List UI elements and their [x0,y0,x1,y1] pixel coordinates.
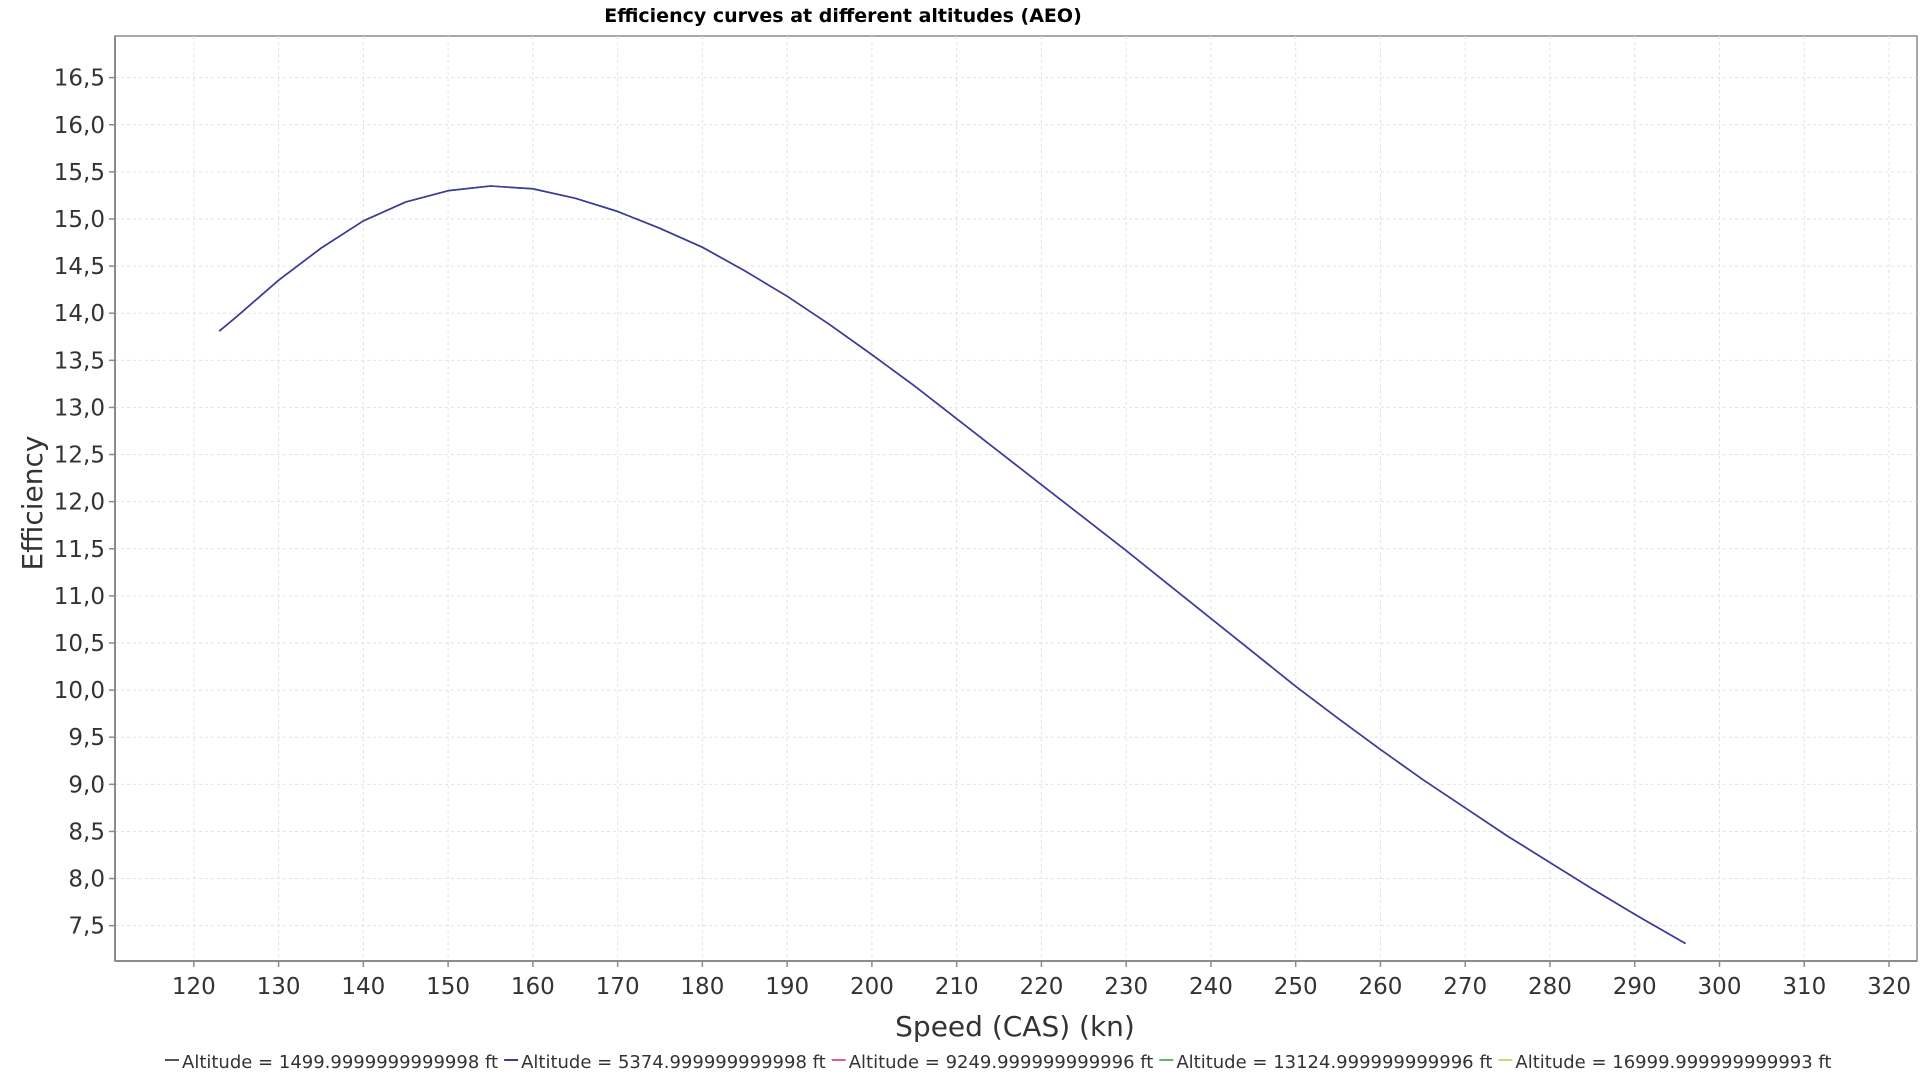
y-tick-label: 16,5 [54,66,105,92]
x-tick-label: 290 [1613,974,1657,1000]
x-tick-label: 170 [596,974,640,1000]
y-tick-label: 10,0 [54,678,105,704]
x-tick-label: 120 [172,974,216,1000]
y-tick-label: 12,0 [54,490,105,516]
x-tick-label: 180 [680,974,724,1000]
x-tick-label: 280 [1528,974,1572,1000]
x-tick-label: 220 [1019,974,1063,1000]
legend: Altitude = 1499.9999999999998 ft Altitude… [165,1052,1831,1073]
x-tick-label: 270 [1443,974,1487,1000]
y-tick-label: 14,5 [54,254,105,280]
legend-label-1: Altitude = 1499.9999999999998 ft [182,1052,498,1073]
x-tick-label: 230 [1104,974,1148,1000]
y-tick-label: 8,0 [68,867,105,893]
x-axis-label: Speed (CAS) (kn) [895,1010,1135,1043]
y-tick-label: 11,5 [54,537,105,563]
x-tick-label: 210 [935,974,979,1000]
x-tick-label: 150 [426,974,470,1000]
chart-title: Efficiency curves at different altitudes… [604,5,1082,27]
y-tick-label: 10,5 [54,631,105,657]
x-tick-label: 260 [1359,974,1403,1000]
x-tick-label: 310 [1782,974,1826,1000]
y-tick-label: 11,0 [54,584,105,610]
legend-label-4: Altitude = 13124.999999999996 ft [1176,1052,1492,1073]
y-tick-label: 13,5 [54,348,105,374]
x-tick-label: 130 [257,974,301,1000]
y-tick-label: 8,5 [68,819,105,845]
x-tick-label: 240 [1189,974,1233,1000]
y-tick-label: 12,5 [54,443,105,469]
y-tick-label: 9,0 [68,772,105,798]
series-line-2 [218,185,1686,945]
y-tick-label: 15,5 [54,160,105,186]
legend-label-3: Altitude = 9249.999999999996 ft [849,1052,1154,1073]
y-tick-label: 16,0 [54,113,105,139]
x-tick-label: 250 [1274,974,1318,1000]
x-tick-label: 320 [1867,974,1911,1000]
legend-label-2: Altitude = 5374.999999999998 ft [521,1052,826,1073]
x-tick-label: 140 [341,974,385,1000]
x-tick-label: 200 [850,974,894,1000]
plot-area-frame [114,35,1918,962]
y-tick-label: 15,0 [54,207,105,233]
x-tick-label: 190 [765,974,809,1000]
y-tick-label: 14,0 [54,301,105,327]
legend-label-5: Altitude = 16999.999999999993 ft [1515,1052,1831,1073]
plot-layer: 120 130 140 150 160 170 180 190 200 210 220 230 240 2… [54,35,1918,1000]
x-tick-label: 300 [1698,974,1742,1000]
x-tick-label: 160 [511,974,555,1000]
y-tick-label: 13,0 [54,395,105,421]
y-tick-label: 7,5 [68,914,105,940]
y-axis-label: Efficiency [16,436,49,571]
y-tick-label: 9,5 [68,725,105,751]
